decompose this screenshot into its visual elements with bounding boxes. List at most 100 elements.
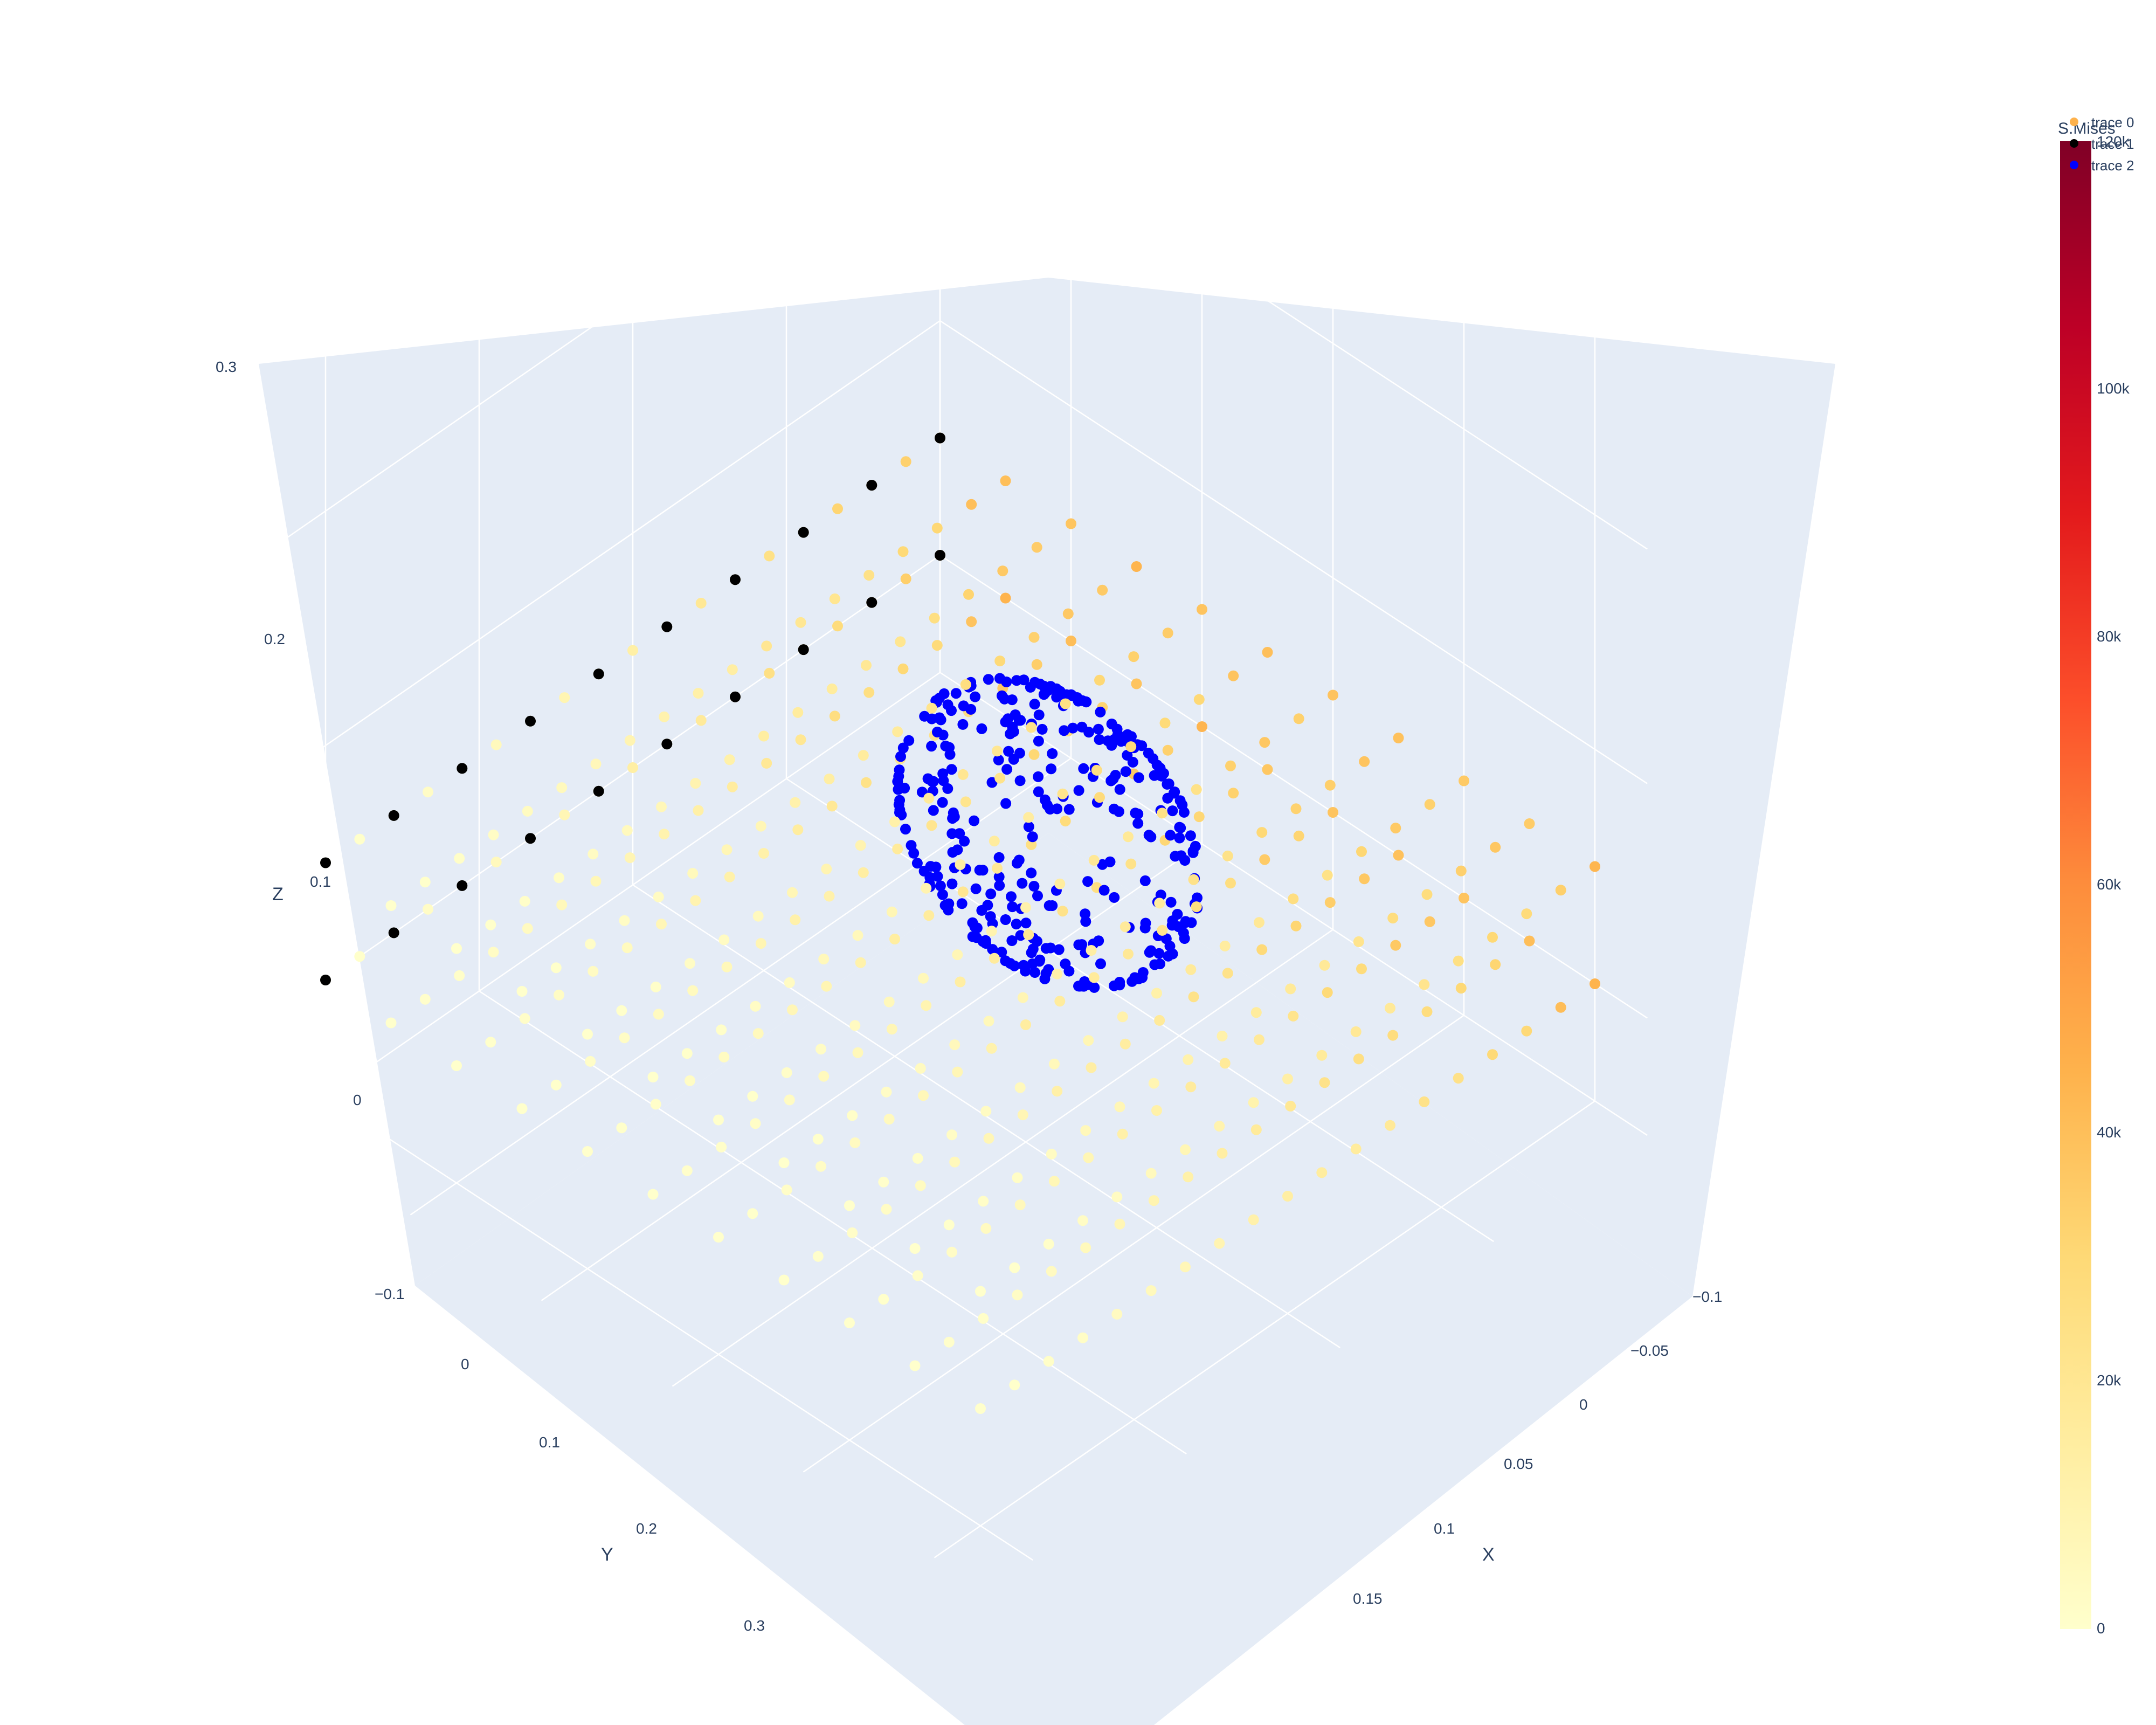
trace-0-point [1319, 1077, 1330, 1088]
trace-0-point [1250, 1007, 1262, 1018]
trace-0-point [1180, 1261, 1191, 1273]
trace-0-point [747, 1091, 758, 1102]
trace-0-point [1154, 1015, 1165, 1026]
trace-2-point [1153, 948, 1165, 959]
trace-2-point [1167, 805, 1178, 817]
trace-0-point [1060, 698, 1071, 709]
trace-2-point [1139, 922, 1151, 934]
trace-0-point [1419, 1096, 1430, 1107]
trace-2-point [943, 898, 955, 909]
trace-0-point [858, 867, 869, 878]
trace-0-point [1262, 647, 1273, 658]
trace-0-point [1285, 1100, 1296, 1112]
trace-2-point [1000, 955, 1011, 967]
trace-0-point [909, 1360, 921, 1371]
trace-2-point [946, 764, 957, 775]
trace-0-point [963, 589, 974, 600]
trace-0-point [943, 1219, 955, 1231]
trace-2-point [1011, 919, 1022, 930]
legend-item-trace-0[interactable]: trace 0 [2070, 114, 2134, 130]
trace-2-point [1040, 943, 1052, 954]
trace-0-point [1387, 913, 1399, 924]
legend-item-trace-1[interactable]: trace 1 [2070, 136, 2134, 152]
trace-1-point [457, 763, 468, 774]
trace-0-point [1316, 1167, 1328, 1178]
trace-0-point [1086, 1062, 1097, 1073]
trace-0-point [681, 1165, 693, 1176]
trace-0-point [1077, 1215, 1088, 1226]
trace-0-point [1217, 1148, 1228, 1159]
z-tick-label: 0.1 [310, 873, 331, 890]
trace-0-point [1043, 1238, 1054, 1250]
trace-2-point [1129, 972, 1141, 983]
trace-0-point [812, 1251, 824, 1262]
trace-0-point [858, 750, 869, 761]
trace-0-point [752, 1028, 764, 1039]
trace-0-point [616, 1122, 627, 1134]
trace-0-point [975, 1286, 986, 1297]
trace-0-point [647, 1189, 659, 1200]
trace-0-point [1020, 902, 1031, 913]
trace-2-point [897, 742, 909, 754]
trace-0-point [1080, 1125, 1091, 1136]
trace-0-point [1151, 988, 1162, 999]
trace-0-point [1459, 893, 1469, 903]
trace-0-point [550, 1079, 562, 1091]
floor-grid-line [325, 1096, 1033, 1561]
trace-0-point [1054, 996, 1066, 1007]
trace-2-point [944, 749, 956, 760]
trace-0-point [1524, 935, 1535, 947]
trace-0-point [755, 938, 766, 949]
trace-0-point [1219, 1058, 1231, 1069]
trace-0-point [761, 757, 772, 769]
trace-0-point [419, 877, 431, 888]
trace-0-point [1012, 1289, 1023, 1301]
trace-2-point [1001, 677, 1012, 687]
wall-grid-line [939, 85, 1648, 550]
trace-0-point [918, 972, 929, 984]
legend-item-trace-2[interactable]: trace 2 [2070, 157, 2134, 174]
trace-2-point [974, 865, 985, 876]
legend[interactable]: trace 0 trace 1 trace 2 [2070, 114, 2134, 174]
trace-2-point [986, 777, 998, 788]
trace-0-point [747, 1208, 758, 1219]
trace-0-point [943, 1336, 955, 1348]
z-tick-label: 0 [353, 1092, 362, 1108]
data-points [320, 432, 1600, 1414]
trace-0-point [957, 769, 969, 780]
trace-2-point [1132, 818, 1144, 829]
trace-0-point [724, 871, 735, 882]
trace-2-point [1017, 878, 1028, 889]
trace-0-point [1094, 674, 1105, 686]
trace-0-point [1009, 1379, 1020, 1391]
trace-0-point [821, 981, 832, 992]
trace-0-point [1293, 713, 1304, 724]
trace-0-point [1057, 906, 1068, 917]
trace-0-point [627, 762, 638, 773]
trace-0-point [778, 1157, 790, 1168]
trace-0-point [619, 1032, 630, 1044]
trace-0-point [1062, 608, 1074, 619]
trace-2-point [1006, 694, 1018, 706]
trace-2-point [980, 935, 991, 946]
colorbar-tick-label: 0 [2097, 1620, 2105, 1637]
trace-0-point [1324, 779, 1336, 791]
trace-0-point [1256, 944, 1268, 955]
trace-0-point [792, 824, 804, 836]
trace-2-point [947, 847, 958, 858]
trace-0-point [1131, 561, 1142, 572]
trace-0-point [621, 942, 633, 954]
trace-0-point [516, 1103, 528, 1114]
trace-0-point [490, 739, 502, 750]
trace-0-point [952, 949, 963, 961]
trace-0-point [656, 801, 667, 812]
trace-0-point [790, 797, 801, 808]
trace-0-point [1419, 979, 1430, 990]
trace-0-point [849, 1020, 861, 1031]
trace-0-point [1214, 1238, 1225, 1249]
trace-0-point [653, 1009, 664, 1020]
trace-0-point [787, 887, 798, 898]
trace-2-point [1111, 723, 1123, 735]
trace-0-point [975, 1403, 986, 1414]
trace-0-point [1049, 1058, 1060, 1070]
